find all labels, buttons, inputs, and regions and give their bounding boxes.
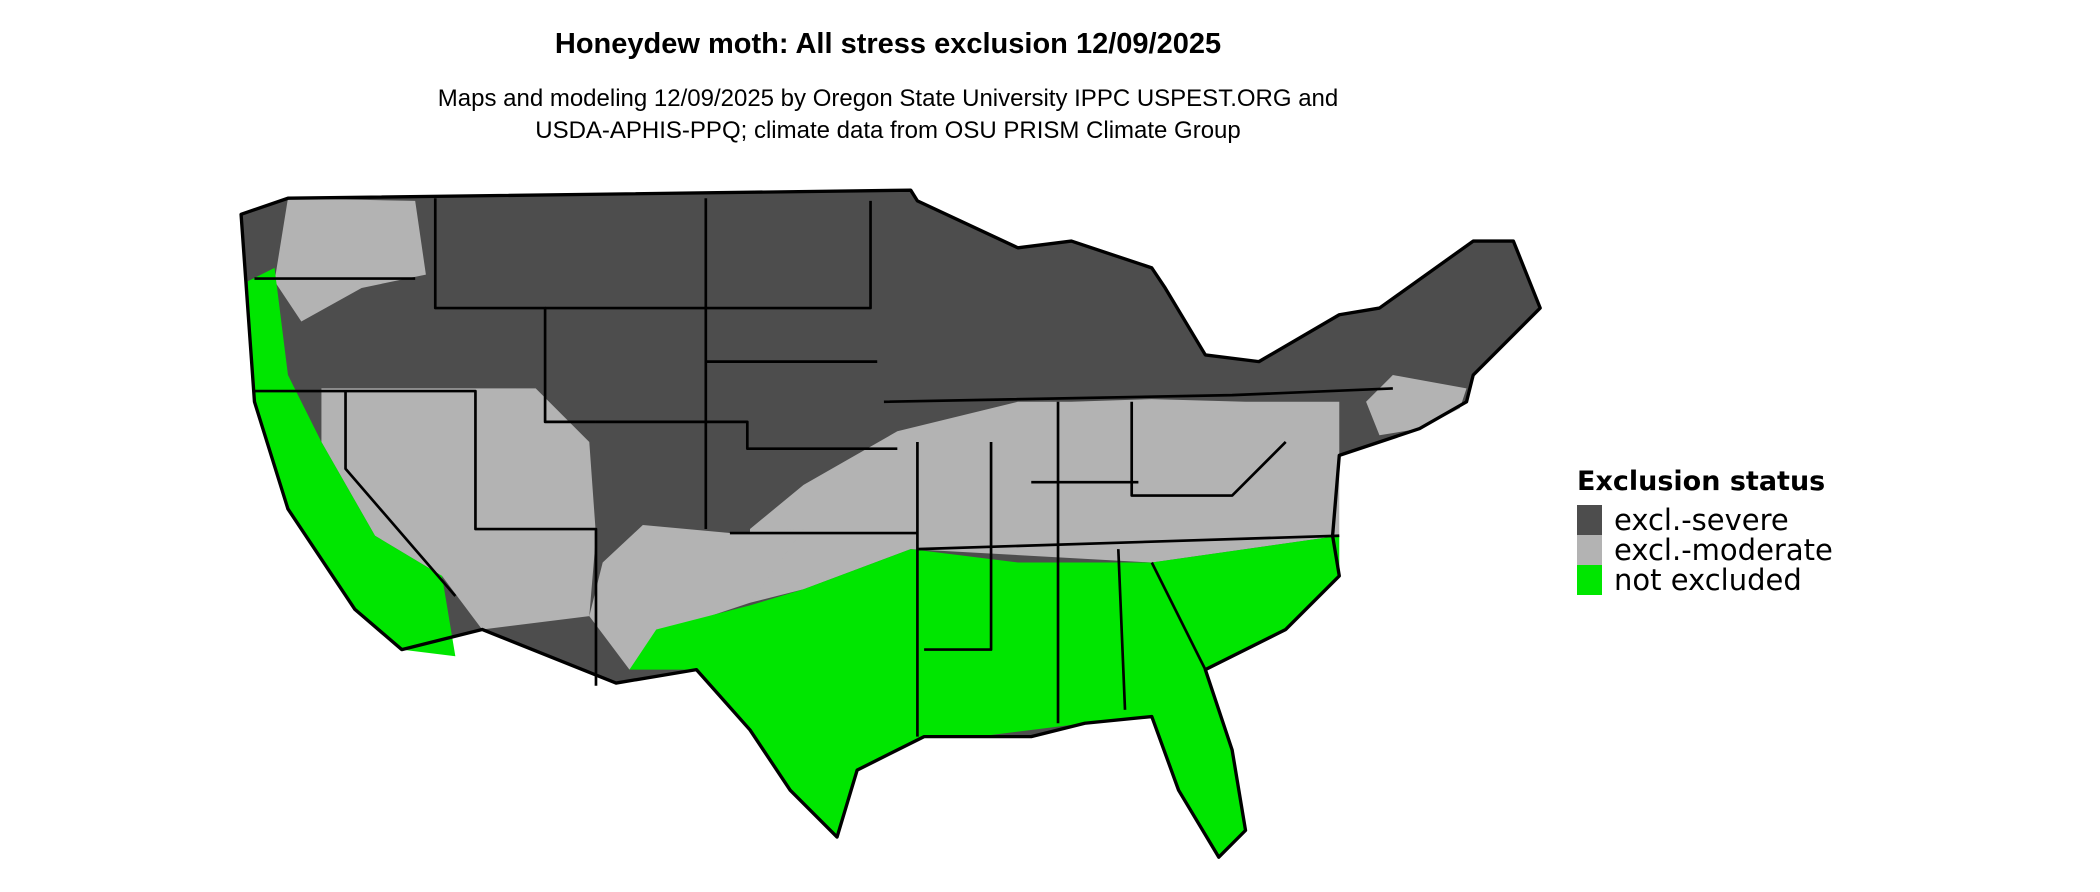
- legend-swatch-severe: [1577, 505, 1602, 535]
- region-moderate-pnw: [274, 198, 426, 322]
- subtitle-line-1: Maps and modeling 12/09/2025 by Oregon S…: [437, 85, 1339, 112]
- region-not-excluded-westcoast: [247, 267, 456, 657]
- subtitle-line-2: USDA-APHIS-PPQ; climate data from OSU PR…: [535, 117, 1241, 144]
- legend-item-moderate: excl.-moderate: [1577, 533, 1833, 567]
- legend-swatch-not-excluded: [1577, 565, 1602, 595]
- region-moderate-southwest: [589, 525, 804, 670]
- legend-title: Exclusion status: [1577, 466, 1826, 497]
- region-moderate-basin: [321, 388, 596, 630]
- legend: Exclusion status excl.-severe excl.-mode…: [1577, 466, 1833, 597]
- legend-item-severe: excl.-severe: [1577, 503, 1833, 537]
- legend-label-severe: excl.-severe: [1614, 503, 1789, 537]
- legend-swatch-moderate: [1577, 535, 1602, 565]
- region-not-excluded-southeast: [629, 535, 1340, 858]
- legend-label-not-excluded: not excluded: [1614, 563, 1802, 597]
- legend-label-moderate: excl.-moderate: [1614, 533, 1833, 567]
- state-borders: [254, 198, 1393, 737]
- map-title: Honeydew moth: All stress exclusion 12/0…: [554, 28, 1222, 60]
- legend-item-not-excluded: not excluded: [1577, 563, 1833, 597]
- region-moderate-northeast: [1366, 375, 1467, 436]
